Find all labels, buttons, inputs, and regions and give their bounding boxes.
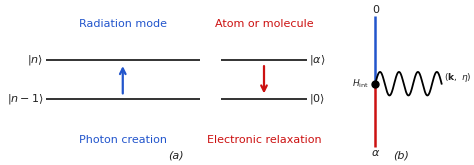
- Text: $|n-1\rangle$: $|n-1\rangle$: [7, 92, 44, 106]
- Text: Electronic relaxation: Electronic relaxation: [207, 135, 321, 145]
- Text: 0: 0: [372, 5, 379, 15]
- Text: Radiation mode: Radiation mode: [79, 19, 167, 29]
- Text: Atom or molecule: Atom or molecule: [215, 19, 313, 29]
- Text: $\alpha$: $\alpha$: [371, 148, 380, 158]
- Text: (b): (b): [393, 151, 409, 161]
- Text: $|n\rangle$: $|n\rangle$: [27, 53, 44, 67]
- Text: $H_{\rm int}$: $H_{\rm int}$: [352, 77, 369, 90]
- Text: Photon creation: Photon creation: [79, 135, 167, 145]
- Text: $|0\rangle$: $|0\rangle$: [309, 92, 325, 106]
- Text: $(\mathbf{k},\ \eta)$: $(\mathbf{k},\ \eta)$: [444, 71, 471, 84]
- Text: (a): (a): [168, 151, 184, 161]
- Text: $|\alpha\rangle$: $|\alpha\rangle$: [309, 53, 325, 67]
